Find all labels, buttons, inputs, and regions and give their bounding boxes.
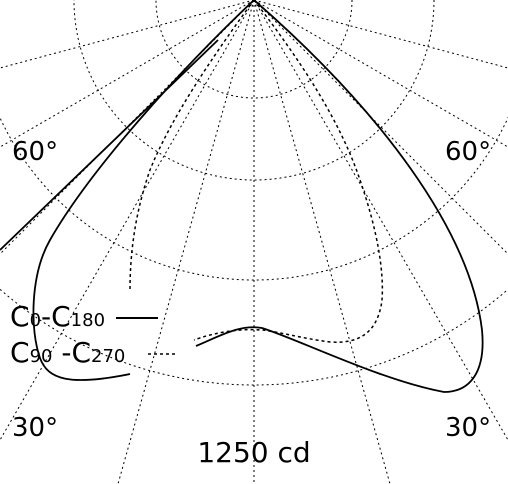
series-c90-c270-curve — [193, 0, 384, 343]
spoke-left-15 — [117, 0, 255, 484]
legend-item-dashed: C90 -C270 — [10, 336, 178, 369]
spoke-left-60 — [0, 0, 255, 148]
angle-label-60-left: 60° — [12, 137, 58, 167]
series-c0-c180-tangent — [0, 39, 219, 251]
angle-label-30-right: 30° — [445, 413, 491, 443]
angle-label-30-left: 30° — [12, 413, 58, 443]
spoke-left-75 — [0, 0, 255, 69]
spoke-right-15 — [253, 0, 391, 484]
legend: C0-C180 C90 -C270 — [10, 300, 178, 369]
legend-dash-label: C90 -C270 — [10, 336, 125, 369]
legend-solid-label: C0-C180 — [10, 300, 105, 333]
series-c90-c270-curve-left — [129, 0, 255, 291]
spoke-right-60 — [253, 0, 508, 148]
series-c0-c180-curve — [195, 0, 484, 393]
scale-label: 1250 cd — [197, 436, 310, 469]
angle-label-60-right: 60° — [445, 137, 491, 167]
grid-circle-1 — [155, 0, 353, 99]
spoke-right-75 — [253, 0, 508, 69]
legend-item-solid: C0-C180 — [10, 300, 158, 333]
